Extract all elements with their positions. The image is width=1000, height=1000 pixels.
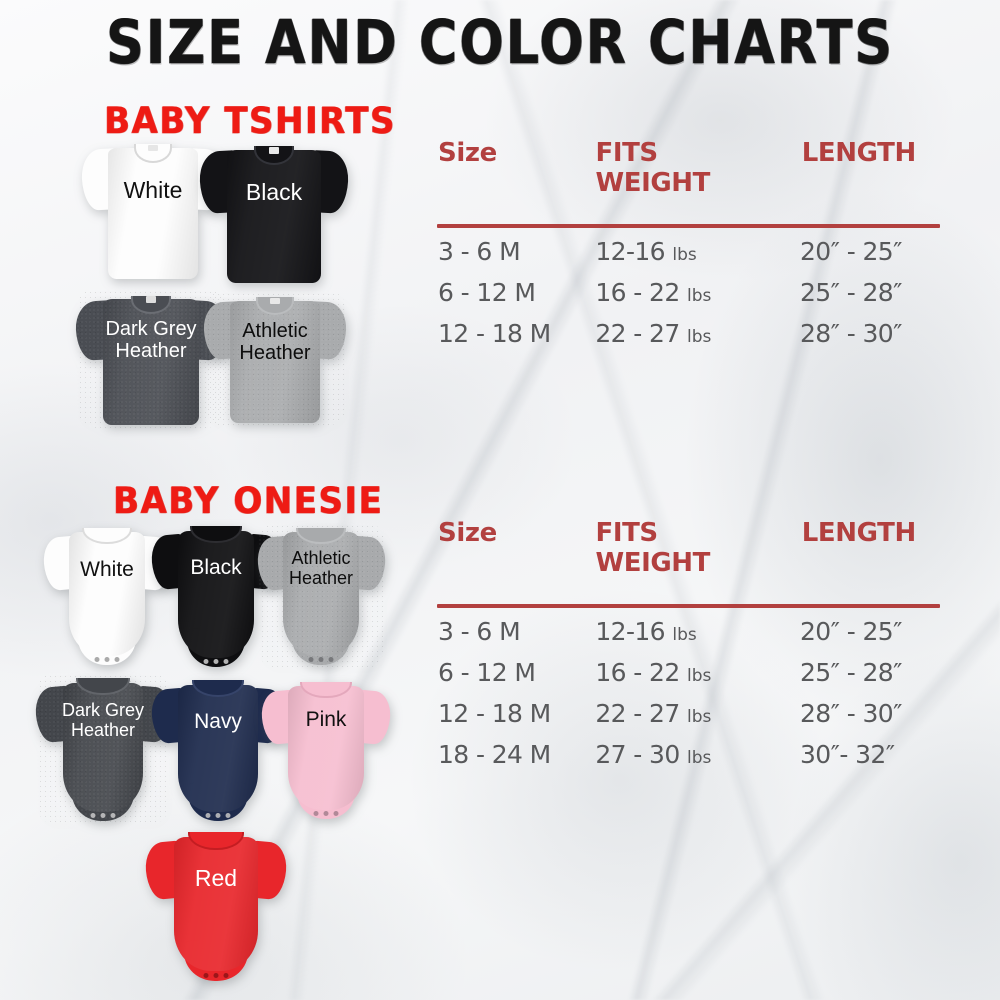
garment-tshirt-black: Black — [198, 138, 350, 286]
table-row: 3 - 6 M 12-16 lbs 20″ - 25″ — [430, 233, 940, 274]
onesie-snaps — [205, 813, 231, 818]
onesie-shading — [69, 532, 145, 657]
cell-size: 3 - 6 M — [438, 237, 521, 266]
cell-weight-value: 16 - 22 — [595, 278, 680, 307]
onesie-shading — [62, 682, 144, 812]
onesie-snaps — [308, 657, 334, 663]
cell-length: 20″ - 25″ — [800, 617, 902, 646]
cell-weight: 12-16 lbs — [587, 613, 782, 654]
cell-size: 18 - 24 M — [438, 740, 551, 769]
cell-length: 25″ - 28″ — [800, 278, 902, 307]
shirt-body — [107, 147, 199, 280]
cell-size: 12 - 18 M — [438, 319, 551, 348]
cell-weight-unit: lbs — [687, 707, 712, 727]
onesie-snaps — [313, 811, 339, 817]
shirt-tag — [145, 296, 157, 303]
garment-onesie-athletic-heather: Athletic Heather — [255, 522, 387, 668]
cell-weight: 27 - 30 lbs — [587, 736, 782, 777]
cell-weight-value: 16 - 22 — [595, 658, 680, 687]
cell-weight: 16 - 22 lbs — [587, 654, 782, 695]
cell-weight-value: 22 - 27 — [595, 699, 680, 728]
section-title-baby-tshirts: BABY TSHIRTS — [104, 99, 396, 143]
cell-weight: 12-16 lbs — [587, 233, 782, 274]
garment-tshirt-athletic-heather: Athletic Heather — [202, 290, 348, 426]
onesie-snaps — [90, 812, 116, 818]
cell-weight: 22 - 27 lbs — [587, 695, 782, 736]
table-row: 18 - 24 M 27 - 30 lbs 30″- 32″ — [430, 736, 940, 777]
onesie-shading — [174, 837, 258, 972]
cell-length: 25″ - 28″ — [800, 658, 902, 687]
shirt-shading — [229, 300, 321, 424]
onesie-shading — [287, 686, 365, 811]
garment-onesie-pink: Pink — [259, 676, 393, 822]
cell-weight-value: 12-16 — [595, 237, 665, 266]
page-title: SIZE AND COLOR CHARTS — [106, 7, 894, 78]
cell-weight-value: 27 - 30 — [595, 740, 680, 769]
shirt-tag — [270, 298, 280, 305]
cell-size: 12 - 18 M — [438, 699, 551, 728]
garment-onesie-navy: Navy — [149, 674, 287, 824]
table-header-row: Size FITS WEIGHT LENGTH — [430, 138, 940, 198]
cell-weight-value: 22 - 27 — [595, 319, 680, 348]
cell-weight: 22 - 27 lbs — [587, 315, 782, 356]
cell-weight-unit: lbs — [687, 286, 712, 306]
size-table-baby-onesie: Size FITS WEIGHT LENGTH 3 - 6 M 12-16 lb… — [430, 518, 940, 777]
onesie-snaps — [94, 657, 120, 663]
cell-weight-unit: lbs — [672, 245, 697, 265]
shirt-shading — [107, 147, 199, 280]
cell-length: 28″ - 30″ — [800, 699, 902, 728]
cell-size: 3 - 6 M — [438, 617, 521, 646]
column-header-size: Size — [438, 138, 497, 168]
cell-size: 6 - 12 M — [438, 278, 536, 307]
table-divider — [437, 224, 940, 228]
garment-onesie-white: White — [41, 522, 173, 668]
table-row: 3 - 6 M 12-16 lbs 20″ - 25″ — [430, 613, 940, 654]
shirt-shading — [103, 299, 199, 426]
table-divider — [437, 604, 940, 608]
shirt-body — [103, 299, 199, 426]
table-row: 6 - 12 M 16 - 22 lbs 25″ - 28″ — [430, 274, 940, 315]
onesie-snaps — [203, 659, 229, 664]
onesie-shading — [177, 530, 255, 658]
garment-onesie-dark-grey-heather: Dark Grey Heather — [33, 672, 173, 824]
shirt-body — [229, 300, 321, 424]
shirt-body — [226, 149, 322, 284]
cell-size: 6 - 12 M — [438, 658, 536, 687]
cell-weight-unit: lbs — [687, 748, 712, 768]
cell-weight: 16 - 22 lbs — [587, 274, 782, 315]
shirt-tag — [148, 144, 158, 152]
column-header-length: LENGTH — [801, 138, 916, 168]
table-row: 6 - 12 M 16 - 22 lbs 25″ - 28″ — [430, 654, 940, 695]
onesie-snaps — [203, 972, 229, 978]
cell-length: 20″ - 25″ — [800, 237, 902, 266]
onesie-shading — [178, 684, 258, 812]
shirt-shading — [226, 149, 322, 284]
table-row: 12 - 18 M 22 - 27 lbs 28″ - 30″ — [430, 695, 940, 736]
section-title-baby-onesie: BABY ONESIE — [113, 479, 384, 523]
cell-weight-unit: lbs — [687, 666, 712, 686]
cell-weight-unit: lbs — [687, 327, 712, 347]
onesie-shading — [283, 532, 359, 657]
garment-onesie-red: Red — [143, 826, 289, 984]
cell-weight-value: 12-16 — [595, 617, 665, 646]
garment-onesie-black: Black — [149, 520, 283, 670]
column-header-length: LENGTH — [801, 518, 916, 548]
table-row: 12 - 18 M 22 - 27 lbs 28″ - 30″ — [430, 315, 940, 356]
column-header-weight: FITS WEIGHT — [595, 518, 711, 578]
cell-length: 30″- 32″ — [800, 740, 895, 769]
table-header-row: Size FITS WEIGHT LENGTH — [430, 518, 940, 578]
cell-weight-unit: lbs — [672, 625, 697, 645]
column-header-size: Size — [438, 518, 497, 548]
size-table-baby-tshirts: Size FITS WEIGHT LENGTH 3 - 6 M 12-16 lb… — [430, 138, 940, 356]
shirt-tag — [268, 146, 280, 154]
column-header-weight: FITS WEIGHT — [595, 138, 711, 198]
cell-length: 28″ - 30″ — [800, 319, 902, 348]
